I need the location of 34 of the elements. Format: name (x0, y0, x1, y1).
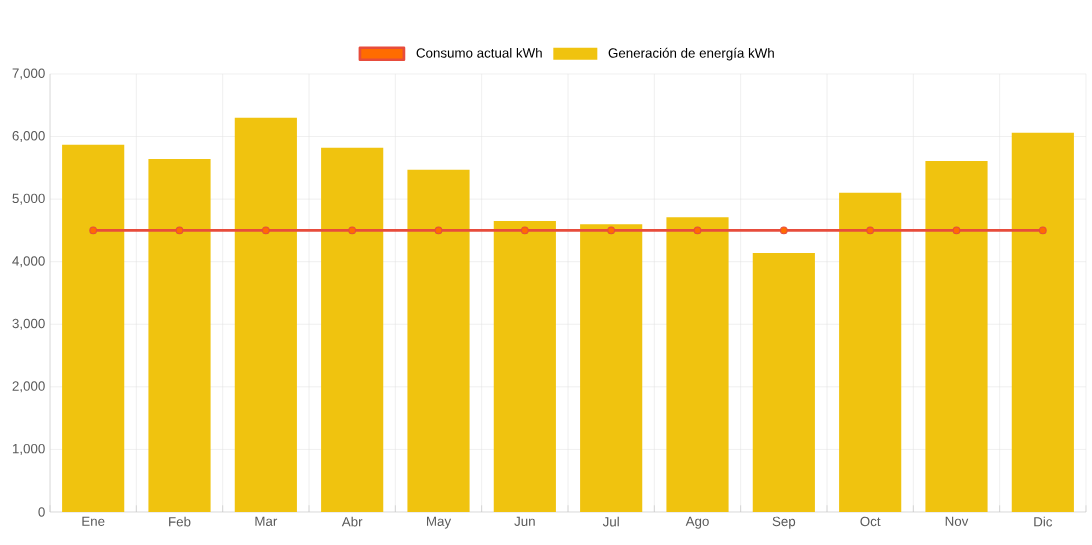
x-tick-label: Ene (82, 516, 105, 526)
bar (1011, 132, 1074, 512)
y-tick-label: 7,000 (12, 68, 45, 80)
bar (407, 169, 470, 512)
legend-label: Generación de energía kWh (608, 47, 774, 61)
x-tick-label: Feb (169, 516, 191, 527)
y-tick-label: 5,000 (12, 193, 45, 205)
x-tick-label: Jul (602, 516, 619, 527)
bar (666, 217, 729, 512)
bar (839, 192, 902, 512)
y-tick-label: 4,000 (12, 256, 45, 268)
y-tick-label: 6,000 (12, 131, 45, 143)
x-tick-label: Jun (514, 516, 535, 526)
bar (925, 160, 988, 512)
x-tick-label: May (427, 516, 452, 529)
x-tick-label: Ago (685, 516, 709, 529)
bar (752, 252, 815, 512)
bar (580, 224, 643, 512)
bar (493, 221, 556, 512)
y-tick-label: 1,000 (12, 443, 45, 455)
x-tick-label: Abr (341, 516, 363, 527)
x-tick-label: Mar (255, 516, 278, 526)
bar (321, 147, 384, 512)
bar (234, 117, 297, 512)
x-tick-label: Dic (1034, 516, 1053, 527)
y-tick-label: 0 (38, 507, 45, 517)
bar (62, 144, 125, 512)
y-tick-label: 3,000 (12, 318, 45, 330)
x-tick-label: Oct (860, 516, 881, 527)
y-tick-label: 2,000 (12, 381, 45, 393)
bar (148, 159, 211, 512)
legend-label: Consumo actual kWh (416, 47, 542, 58)
x-tick-label: Sep (772, 516, 796, 529)
x-tick-label: Nov (945, 516, 969, 526)
